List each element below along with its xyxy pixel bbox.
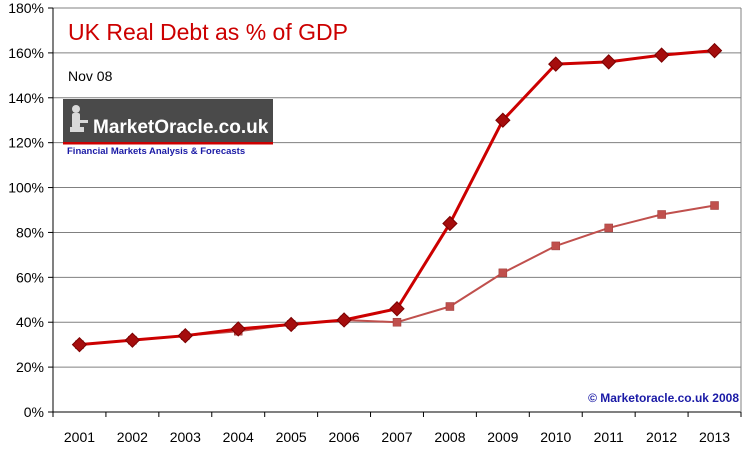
data-point <box>600 54 617 70</box>
y-axis: 0% 20% 40% 60% 80% 100% 120% 140% 160% 180% <box>8 0 54 420</box>
data-point <box>389 301 405 317</box>
logo-redline <box>63 142 273 145</box>
logo-name: MarketOracle.co.uk <box>93 117 269 138</box>
x-tick-label: 2010 <box>540 429 571 445</box>
x-tick-label: 2009 <box>487 429 518 445</box>
x-tick-label: 2012 <box>646 429 677 445</box>
logo-banner <box>63 99 273 142</box>
logo-tagline: Financial Markets Analysis & Forecasts <box>67 146 245 157</box>
data-point <box>657 210 666 219</box>
data-point <box>442 215 458 232</box>
data-point <box>336 312 352 328</box>
data-point <box>653 47 670 63</box>
y-tick-label: 60% <box>16 269 44 285</box>
data-point <box>230 321 246 337</box>
x-tick-label: 2005 <box>276 429 307 445</box>
y-tick-label: 100% <box>8 180 44 196</box>
y-tick-label: 20% <box>16 359 44 375</box>
data-point <box>283 316 299 333</box>
data-point <box>177 327 194 344</box>
copyright-annotation: © Marketoracle.co.uk 2008 <box>588 391 739 405</box>
data-point <box>495 112 511 128</box>
data-point <box>498 268 508 278</box>
x-tick-label: 2006 <box>328 429 359 445</box>
series-layer <box>71 42 723 353</box>
data-point <box>71 336 88 353</box>
data-point <box>392 317 402 327</box>
y-tick-label: 180% <box>8 0 44 16</box>
data-point <box>124 332 141 348</box>
x-tick-label: 2003 <box>170 429 201 445</box>
x-tick-label: 2007 <box>381 429 412 445</box>
data-point <box>548 56 564 72</box>
y-tick-label: 80% <box>16 224 44 240</box>
x-tick-label: 2002 <box>117 429 148 445</box>
data-point <box>445 302 455 311</box>
data-point <box>604 223 613 233</box>
x-tick-label: 2004 <box>223 429 254 445</box>
marketoracle-logo: MarketOracle.co.uk Financial Markets Ana… <box>63 99 273 157</box>
y-tick-label: 40% <box>16 314 44 330</box>
x-axis: 2001 2002 2003 2004 2005 2006 2007 2008 2009 2010… <box>52 412 742 445</box>
oracle-figure-icon <box>70 105 88 132</box>
y-tick-label: 0% <box>24 404 44 420</box>
x-tick-label: 2001 <box>64 429 95 445</box>
chart-subtitle: Nov 08 <box>68 68 113 84</box>
x-tick-label: 2008 <box>434 429 465 445</box>
data-point <box>710 201 719 210</box>
series-1 <box>71 42 723 353</box>
y-tick-label: 140% <box>8 90 44 106</box>
data-point <box>551 241 561 251</box>
y-tick-label: 120% <box>8 135 44 151</box>
x-tick-label: 2013 <box>699 429 730 445</box>
data-point <box>706 42 723 59</box>
y-tick-label: 160% <box>8 45 44 61</box>
plot-area <box>53 8 741 412</box>
chart-title: UK Real Debt as % of GDP <box>68 19 348 45</box>
x-tick-label: 2011 <box>594 429 624 445</box>
